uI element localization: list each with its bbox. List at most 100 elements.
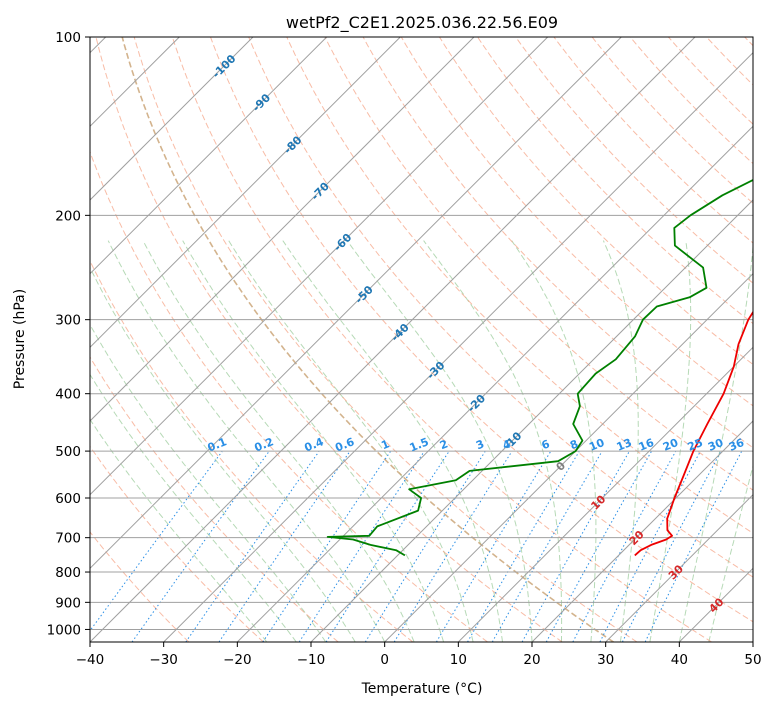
mixing-ratio-label: 13 [615,436,634,454]
dry-adiabat-line [171,37,712,642]
mixing-ratio-line [185,451,320,642]
dry-adiabat-line [95,37,563,642]
moist-adiabat-line [649,240,692,642]
y-tick-label: 1000 [47,622,81,638]
mixing-ratio-line [393,451,513,642]
mixing-ratio-line [572,451,677,642]
isotherm-line [90,37,696,642]
dry-adiabats [90,37,753,642]
dry-adiabat-line [90,531,190,642]
isotherm-line [90,37,401,349]
y-axis: 100 200 300 400 500 600 700 800 900 1000 [47,30,90,638]
moist-adiabat-line [423,240,563,642]
dry-adiabat-line [133,37,638,642]
x-tick-label: 10 [450,652,467,668]
dry-adiabat-line [362,37,753,449]
mixing-ratio-line [90,451,223,632]
x-tick-label: −30 [149,652,178,668]
mixing-ratio-labels: 0.1 0.2 0.4 0.6 1 1.5 2 3 4 6 8 10 13 16 20 25 30 36 [206,435,747,454]
dry-adiabat-line [286,37,753,534]
mixing-ratio-line [545,451,652,642]
isotherm-line [90,37,475,422]
isotherm-line [90,37,254,201]
x-tick-label: −40 [76,652,105,668]
x-axis: −40 −30 −20 −10 0 10 20 30 40 50 [76,642,762,668]
dry-adiabat-line [438,37,753,366]
x-tick-label: 0 [380,652,389,668]
mixing-ratio-line [131,451,270,642]
moist-adiabat-line [282,240,503,642]
moist-adiabat-line [142,240,415,642]
mixing-ratio-label: 20 [661,436,680,454]
x-tick-label: 40 [671,652,688,668]
moist-adiabat-line [678,241,753,642]
mixing-ratio-label: 1 [379,437,391,452]
x-tick-label: −20 [223,652,252,668]
mixing-ratio-label: 8 [568,437,580,452]
isotherm-line [90,37,622,570]
mixing-ratio-line [521,451,630,642]
moist-adiabat-line [90,323,327,642]
x-tick-label: −10 [297,652,326,668]
isotherm-line [236,125,753,642]
dry-adiabat-line [400,37,753,407]
y-tick-label: 100 [55,30,81,46]
mixing-ratio-label: 10 [587,436,606,454]
mixing-ratio-line [467,451,580,642]
mixing-ratio-line [325,451,450,642]
dry-adiabat-line [248,37,753,578]
sounding-profiles [326,178,753,557]
x-axis-label: Temperature (°C) [361,681,483,697]
y-tick-label: 400 [55,387,81,403]
isotherm-line [384,272,753,642]
moist-adiabat-line [90,373,297,642]
temperature-profile [634,310,753,557]
x-tick-label: 20 [523,652,540,668]
isobars [90,37,753,630]
mixing-ratio-line [364,451,486,642]
skewed-isotherms [90,37,753,642]
moist-adiabat-line [90,266,356,642]
moist-adiabat-line [107,240,386,642]
x-tick-label: 30 [597,652,614,668]
mixing-ratio-line [218,451,351,642]
moist-adiabat-line [511,240,597,642]
y-tick-label: 300 [55,313,81,329]
mixing-ratio-label: 16 [637,436,656,454]
isotherm-line [310,199,753,642]
dewpoint-profile [326,178,753,557]
moist-adiabat-line [708,464,753,642]
y-tick-label: 800 [55,565,81,581]
mixing-ratio-label: 25 [686,436,705,454]
isotherm-line [531,420,753,642]
y-tick-label: 200 [55,208,81,224]
chart-title: wetPf2_C2E1.2025.036.22.56.E09 [286,13,558,33]
mixing-ratio-label: 36 [727,436,746,454]
isotherm-line [605,493,753,642]
isotherm-line [457,346,753,642]
y-tick-label: 600 [55,491,81,507]
y-tick-label: 500 [55,444,81,460]
dry-adiabat-line [90,259,414,642]
mixing-ratio-line [435,451,552,642]
x-tick-label: 50 [744,652,761,668]
y-tick-label: 900 [55,595,81,611]
dry-adiabat-line [90,356,339,642]
isotherm-line [90,37,328,275]
mixing-ratio-label: 2 [438,437,450,452]
isotherm-line [163,51,753,642]
mixing-ratio-label: 30 [706,436,725,454]
dry-adiabat-line [324,37,753,491]
dry-adiabat-line [210,37,753,623]
y-tick-label: 700 [55,531,81,547]
moist-adiabat-line [602,240,639,642]
plot-area: -100-90-80-70-60-50-40-30-20-10010203040… [90,37,753,642]
mixing-ratio-lines [90,451,742,642]
mixing-ratio-line [491,451,603,642]
mixing-ratio-label: 3 [474,437,486,452]
y-axis-label: Pressure (hPa) [12,289,28,389]
plot-frame [89,36,754,643]
isotherm-line [90,37,549,496]
